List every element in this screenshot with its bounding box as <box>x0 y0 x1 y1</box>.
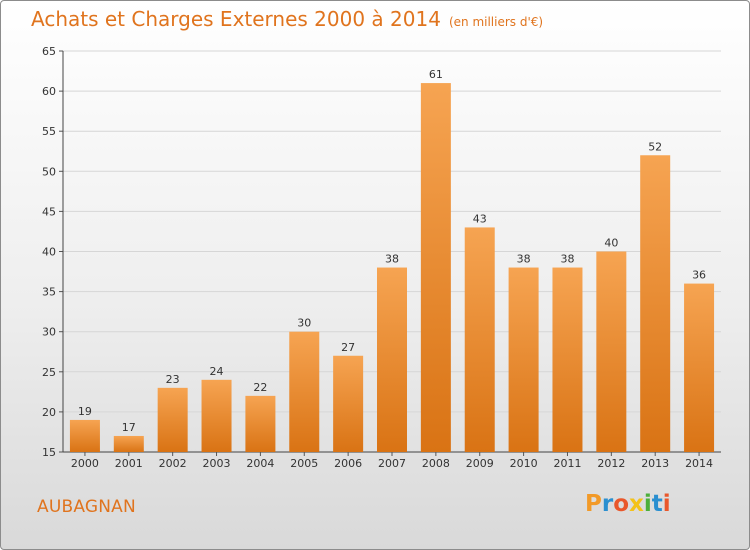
data-label-2000: 19 <box>78 405 92 418</box>
bar-2002 <box>157 387 188 452</box>
data-label-2013: 52 <box>648 140 662 153</box>
logo-letter: o <box>613 491 630 517</box>
data-label-2007: 38 <box>385 253 399 266</box>
data-label-2009: 43 <box>473 212 487 225</box>
bar-2000 <box>69 419 100 452</box>
bar-2010 <box>508 267 539 452</box>
data-label-2005: 30 <box>297 317 311 330</box>
bar-2005 <box>289 331 320 452</box>
bar-2014 <box>684 283 715 452</box>
data-label-2001: 17 <box>122 421 136 434</box>
bar-2011 <box>552 267 583 452</box>
x-tick-label-2014: 2014 <box>685 457 713 470</box>
x-tick-label-2000: 2000 <box>71 457 99 470</box>
bar-2001 <box>113 435 144 452</box>
bar-2012 <box>596 251 627 452</box>
bar-2006 <box>333 355 364 452</box>
logo-letter: x <box>629 491 644 517</box>
x-tick-label-2004: 2004 <box>246 457 274 470</box>
bar-2009 <box>464 227 495 452</box>
data-label-2006: 27 <box>341 341 355 354</box>
x-tick-label-2006: 2006 <box>334 457 362 470</box>
logo-letter: i <box>643 491 652 517</box>
y-tick-label: 60 <box>42 85 56 98</box>
logo-letter: i <box>662 491 671 517</box>
commune-name: AUBAGNAN <box>37 497 136 517</box>
y-tick-label: 65 <box>42 45 56 58</box>
labels: 15 20 25 30 35 40 45 50 55 60 65 19 2000 17 2001 23 2002… <box>42 45 713 470</box>
bar-2003 <box>201 379 232 452</box>
chart-title-block: Achats et Charges Externes 2000 à 2014 (e… <box>31 7 543 31</box>
proxiti-logo: Proxiti <box>585 491 671 517</box>
data-label-2004: 22 <box>253 381 267 394</box>
x-tick-label-2013: 2013 <box>641 457 669 470</box>
y-tick-label: 20 <box>42 406 56 419</box>
logo-letter: P <box>585 491 602 517</box>
logo-letter: t <box>651 491 663 517</box>
bar-2007 <box>377 267 407 452</box>
x-tick-label-2001: 2001 <box>115 457 143 470</box>
y-tick-label: 45 <box>42 205 56 218</box>
y-tick-label: 55 <box>42 125 56 138</box>
y-tick-label: 50 <box>42 165 56 178</box>
chart-title: Achats et Charges Externes 2000 à 2014 <box>31 7 441 31</box>
y-tick-label: 35 <box>42 286 56 299</box>
data-label-2003: 24 <box>210 365 224 378</box>
x-tick-label-2009: 2009 <box>466 457 494 470</box>
y-tick-label: 15 <box>42 446 56 459</box>
data-label-2012: 40 <box>604 237 618 250</box>
x-tick-label-2007: 2007 <box>378 457 406 470</box>
bars <box>69 83 715 452</box>
y-tick-label: 40 <box>42 246 56 259</box>
logo-letter: r <box>601 491 614 517</box>
x-tick-label-2011: 2011 <box>553 457 581 470</box>
data-label-2008: 61 <box>429 68 443 81</box>
x-tick-label-2010: 2010 <box>510 457 538 470</box>
bar-2013 <box>640 155 671 452</box>
x-tick-label-2003: 2003 <box>203 457 231 470</box>
data-label-2002: 23 <box>166 373 180 386</box>
y-tick-label: 30 <box>42 326 56 339</box>
x-tick-label-2012: 2012 <box>597 457 625 470</box>
bar-2008 <box>420 83 451 452</box>
chart-subtitle: (en milliers d'€) <box>448 15 544 29</box>
y-tick-label: 25 <box>42 366 56 379</box>
x-tick-label-2002: 2002 <box>159 457 187 470</box>
bar-2004 <box>245 395 276 452</box>
data-label-2010: 38 <box>517 253 531 266</box>
x-tick-label-2008: 2008 <box>422 457 450 470</box>
data-label-2011: 38 <box>560 253 574 266</box>
x-tick-label-2005: 2005 <box>290 457 318 470</box>
data-label-2014: 36 <box>692 269 706 282</box>
